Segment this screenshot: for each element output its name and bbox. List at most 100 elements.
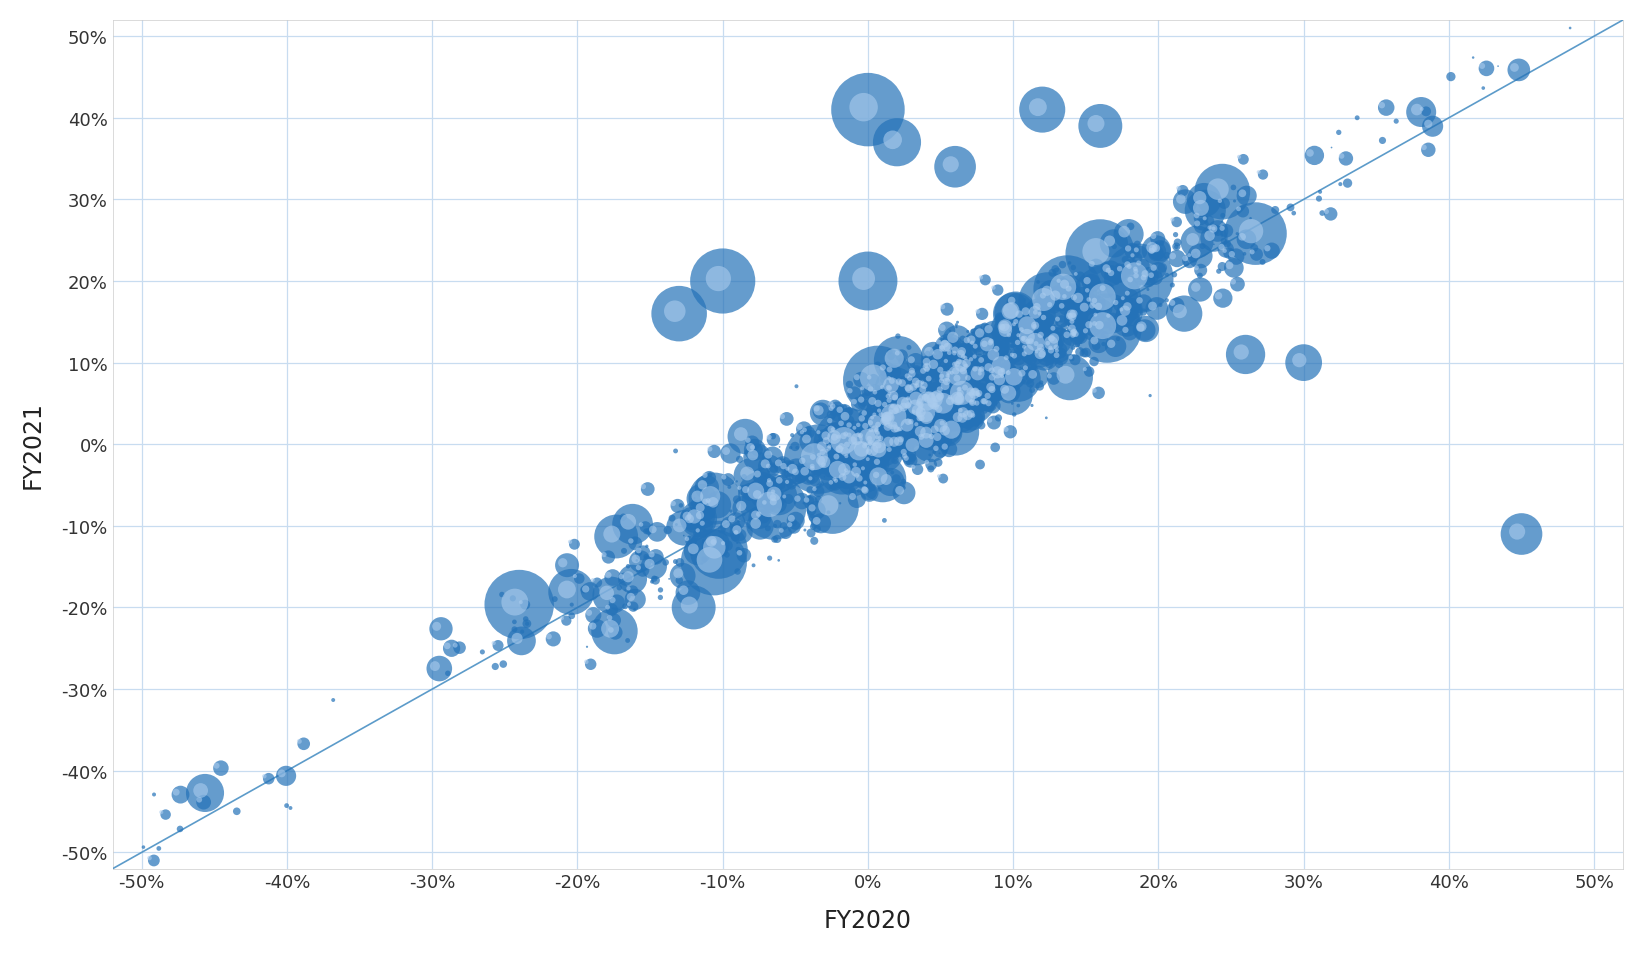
Point xyxy=(1062,327,1088,342)
Point xyxy=(439,641,465,657)
Point xyxy=(903,392,929,407)
Point xyxy=(973,364,1000,379)
Point xyxy=(840,395,866,410)
Point xyxy=(850,426,876,441)
Point xyxy=(870,418,896,434)
Point xyxy=(1031,287,1057,302)
Point xyxy=(949,386,975,401)
Point xyxy=(1291,355,1317,371)
Point xyxy=(916,392,942,407)
Point xyxy=(947,403,973,418)
Point xyxy=(1080,311,1106,326)
Point xyxy=(894,398,921,414)
Point xyxy=(929,416,955,431)
Point xyxy=(1052,277,1078,293)
Point xyxy=(1013,304,1039,319)
Point xyxy=(1037,343,1064,358)
Point xyxy=(1067,345,1093,360)
Point xyxy=(848,390,875,405)
Point xyxy=(931,337,957,353)
Point xyxy=(847,460,873,476)
Point xyxy=(875,411,901,426)
Point xyxy=(837,384,863,399)
Point xyxy=(957,385,983,400)
Point xyxy=(894,383,921,398)
Point xyxy=(983,336,1009,352)
Point xyxy=(746,518,773,534)
Point xyxy=(1174,256,1200,272)
Point xyxy=(934,369,960,384)
Point xyxy=(633,524,659,539)
Point xyxy=(574,655,600,670)
Point xyxy=(993,366,1019,381)
Point xyxy=(871,434,898,449)
Point xyxy=(704,497,730,513)
Point xyxy=(1187,263,1213,278)
Point xyxy=(1557,21,1583,36)
Point xyxy=(991,331,1018,346)
Point xyxy=(786,467,812,482)
Point xyxy=(740,440,766,456)
Point xyxy=(1029,347,1055,362)
Point xyxy=(1159,249,1185,264)
Point xyxy=(602,625,628,640)
Point xyxy=(921,398,947,414)
Point xyxy=(939,371,965,386)
Point xyxy=(168,787,194,802)
Point xyxy=(1133,267,1159,282)
Point xyxy=(1103,295,1129,311)
Point xyxy=(1139,241,1166,256)
Point xyxy=(886,434,912,449)
Point xyxy=(917,462,944,477)
Point xyxy=(1047,351,1074,366)
Point xyxy=(1249,168,1276,183)
Point xyxy=(929,369,955,384)
Point xyxy=(796,425,822,440)
Point xyxy=(1044,315,1070,331)
Point xyxy=(671,583,697,598)
Point xyxy=(958,385,985,400)
Point xyxy=(1028,335,1054,350)
Point xyxy=(192,785,219,801)
Point xyxy=(903,366,929,381)
Point xyxy=(1205,289,1231,304)
Point xyxy=(916,392,942,407)
Point xyxy=(835,404,861,419)
Point xyxy=(868,436,894,452)
Point xyxy=(718,512,745,527)
Point xyxy=(1223,250,1249,265)
Point xyxy=(952,361,978,376)
Point xyxy=(1044,312,1070,327)
Point xyxy=(883,380,909,395)
Point xyxy=(814,444,840,459)
Point xyxy=(931,370,957,385)
Point xyxy=(917,436,944,451)
Point xyxy=(1205,224,1231,239)
Point xyxy=(837,430,863,445)
Point xyxy=(937,390,963,405)
Point xyxy=(1092,259,1118,274)
Point xyxy=(848,435,875,450)
Point xyxy=(937,333,963,348)
Point xyxy=(889,377,916,393)
Point xyxy=(778,511,804,526)
Point xyxy=(810,455,837,470)
Point xyxy=(962,387,988,402)
Point xyxy=(853,384,880,399)
Point xyxy=(1111,225,1138,240)
Point xyxy=(1023,305,1049,320)
Point xyxy=(906,394,932,409)
Point xyxy=(957,354,983,369)
Point xyxy=(1208,221,1235,236)
Point xyxy=(1004,328,1031,343)
Point xyxy=(771,490,797,505)
Point xyxy=(681,514,707,529)
Point xyxy=(590,547,616,562)
Point xyxy=(730,483,756,498)
Point xyxy=(600,570,626,585)
Point xyxy=(963,416,990,431)
Point xyxy=(1060,284,1087,299)
Point xyxy=(852,419,878,435)
Point xyxy=(866,482,893,497)
Point xyxy=(850,408,876,423)
